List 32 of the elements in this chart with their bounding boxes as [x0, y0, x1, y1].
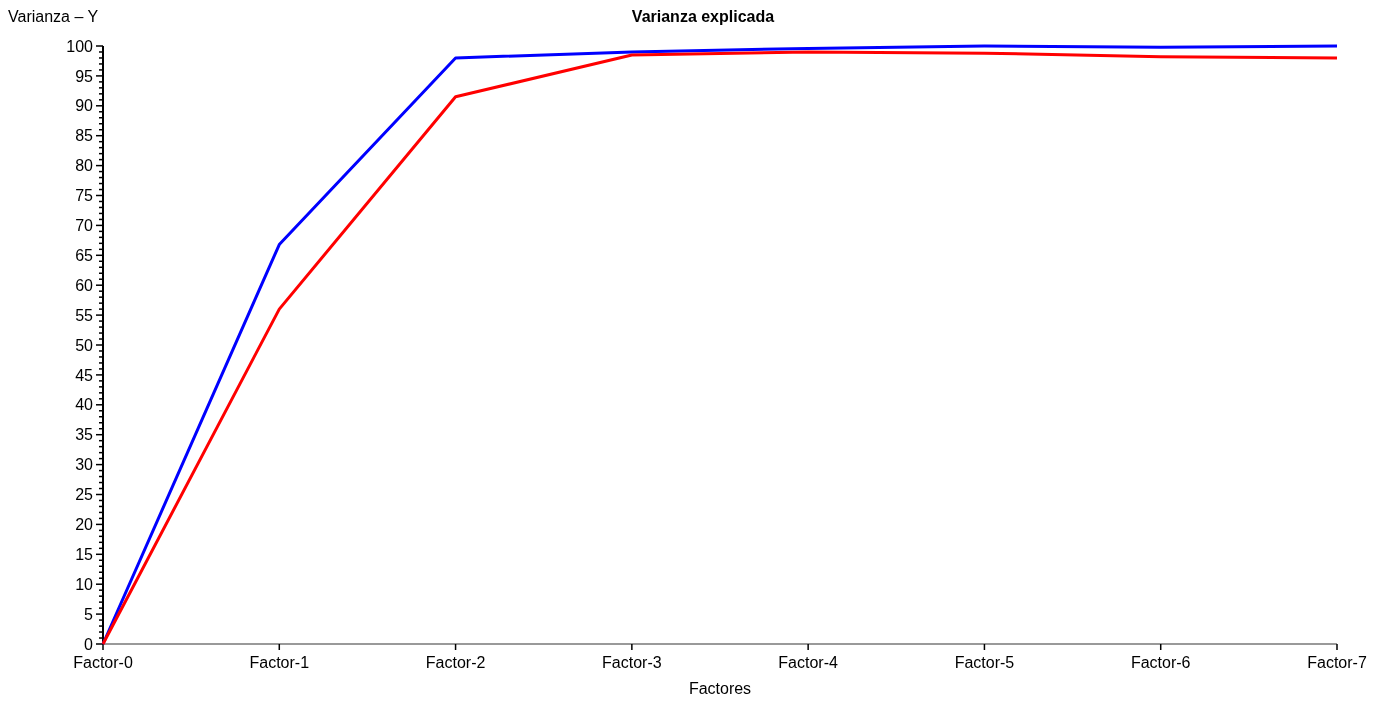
x-tick-label: Factor-0: [73, 654, 133, 671]
y-tick-label: 95: [75, 67, 94, 85]
y-tick-label: 10: [75, 575, 94, 593]
y-tick-label: 65: [75, 246, 94, 264]
x-tick-label: Factor-2: [425, 654, 486, 671]
y-tick-label: 0: [84, 635, 94, 653]
y-tick-label: 85: [75, 127, 94, 145]
y-tick-label: 40: [75, 396, 94, 414]
y-tick-label: 5: [84, 605, 94, 623]
y-tick-label: 60: [75, 276, 94, 294]
y-tick-label: 90: [75, 97, 94, 115]
y-tick-label: 25: [75, 486, 94, 504]
y-tick-label: 100: [66, 37, 94, 55]
y-tick-label: 30: [75, 456, 94, 474]
x-tick-label: Factor-6: [1130, 654, 1191, 671]
y-tick-label: 50: [75, 336, 94, 354]
x-tick-label: Factor-1: [249, 654, 310, 671]
chart-title: Varianza explicada: [631, 8, 775, 25]
x-tick-label: Factor-4: [778, 654, 839, 671]
y-tick-label: 75: [75, 187, 94, 205]
y-tick-label: 55: [75, 306, 94, 324]
y-tick-label: 45: [75, 366, 94, 384]
y-axis-title: Varianza – Y: [8, 8, 99, 25]
y-tick-label: 80: [75, 157, 94, 175]
x-tick-label: Factor-3: [602, 654, 662, 671]
y-tick-label: 20: [75, 516, 94, 533]
x-axis-title: Factores: [688, 680, 752, 697]
y-tick-label: 70: [75, 217, 94, 234]
y-tick-label: 15: [75, 545, 94, 563]
y-tick-label: 35: [75, 426, 94, 444]
x-tick-label: Factor-5: [954, 654, 1015, 671]
x-tick-label: Factor-7: [1307, 654, 1367, 671]
